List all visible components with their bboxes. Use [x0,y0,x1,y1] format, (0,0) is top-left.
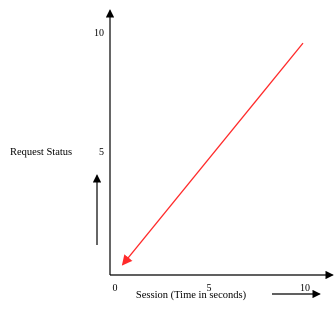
x-tick-0: 0 [113,283,118,294]
x-axis-title: Session (Time in seconds) [136,290,247,301]
x-tick-5: 5 [207,283,212,294]
x-tick-10: 10 [300,283,310,294]
series-layer [121,42,304,266]
y-axis-title: Request Status [10,147,72,158]
series-line-0 [121,42,304,266]
y-tick-5: 5 [99,147,104,158]
y-tick-10: 10 [94,28,104,39]
